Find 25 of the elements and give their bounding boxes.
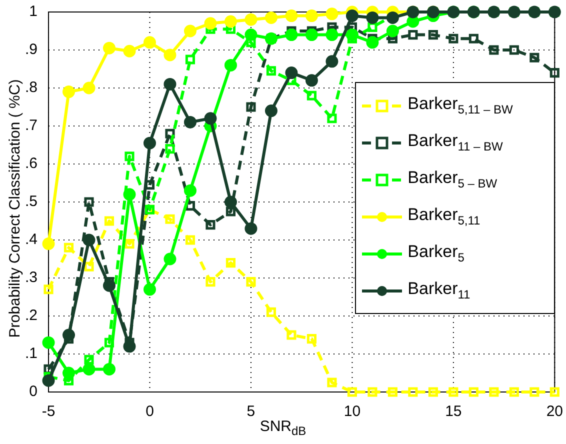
y-tick-label: .1 [24,345,38,362]
legend-label: Barker$_{5,11}$ [408,205,480,228]
y-tick-label: .6 [24,155,38,172]
legend-label: Barker$_{5}$ [408,242,464,265]
x-tick-label: 10 [344,403,361,420]
x-tick-label: 0 [146,403,154,420]
legend-label: Barker$_{5,11 – BW}$ [408,94,513,117]
legend-label: Barker$_{11 – BW}$ [408,131,503,154]
y-tick-label: .3 [24,269,38,286]
x-tick-label: 15 [445,403,462,420]
y-tick-label: .4 [24,231,38,248]
x-tick-label: 20 [546,403,563,420]
legend-label: Barker$_{11}$ [408,279,470,302]
x-tick-label: -5 [42,403,56,420]
y-tick-label: 0 [29,383,38,400]
x-axis-title: SNR$_{dB}$ [260,418,306,438]
y-tick-label: .5 [24,193,38,210]
y-tick-label: .7 [24,117,38,134]
y-tick-label: .9 [24,41,38,58]
y-tick-label: .8 [24,79,38,96]
y-tick-label: .2 [24,307,38,324]
x-tick-label: 5 [246,403,256,420]
y-tick-label: 1 [29,3,38,20]
y-axis-title: Probability Correct Classification ( %C) [6,78,24,340]
legend-label: Barker$_{5 – BW}$ [408,168,498,191]
